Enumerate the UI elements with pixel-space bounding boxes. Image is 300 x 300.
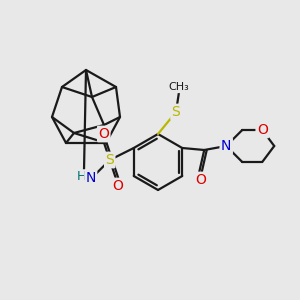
Text: O: O <box>112 179 123 193</box>
Text: N: N <box>221 139 231 153</box>
Text: N: N <box>221 139 231 153</box>
Text: S: S <box>105 153 114 167</box>
Text: S: S <box>172 105 180 119</box>
Text: N: N <box>85 171 96 185</box>
Text: H: H <box>77 170 86 184</box>
Text: CH₃: CH₃ <box>169 82 189 92</box>
Text: O: O <box>257 123 268 137</box>
Text: O: O <box>98 127 109 141</box>
Text: O: O <box>195 173 206 187</box>
